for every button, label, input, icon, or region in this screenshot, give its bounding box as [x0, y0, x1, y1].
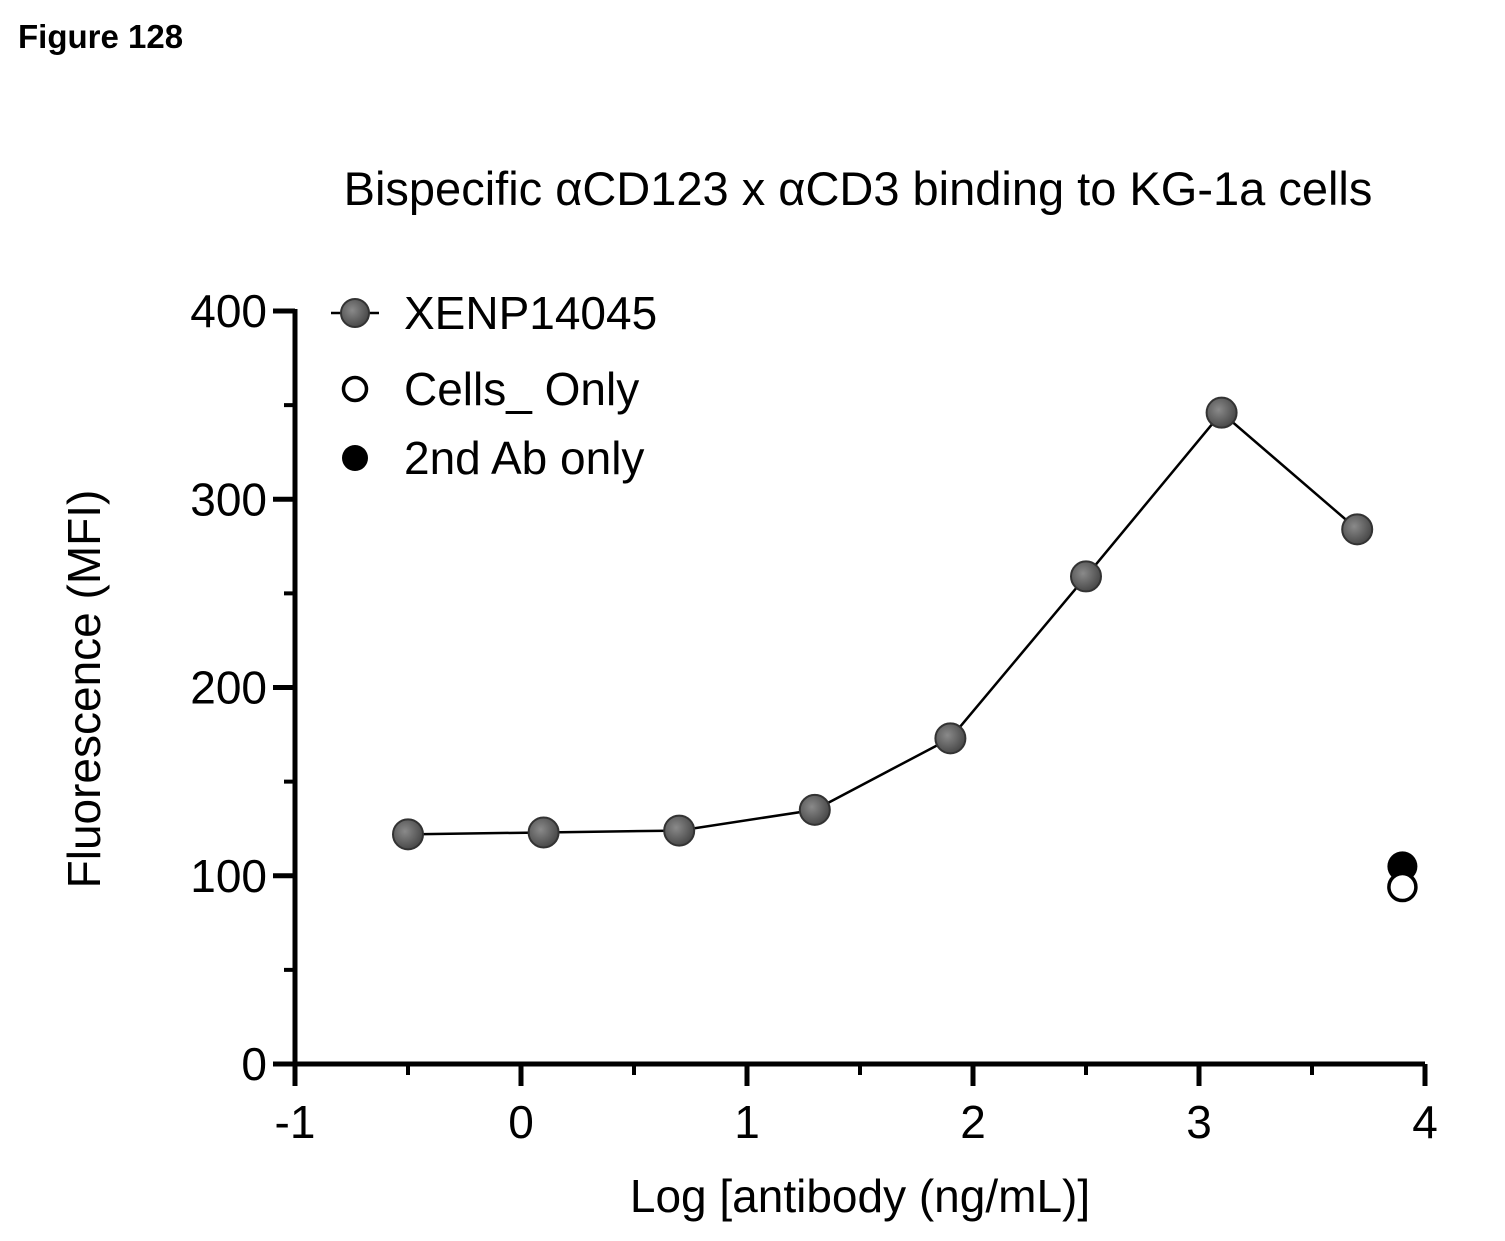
point-xenp14045: [393, 819, 423, 849]
y-axis-label: Fluorescence (MFI): [58, 490, 110, 889]
y-tick-label: 0: [241, 1038, 267, 1090]
y-tick-label: 400: [190, 285, 267, 337]
point-xenp14045: [529, 817, 559, 847]
point-cells-only: [1389, 874, 1416, 901]
x-tick-label: 3: [1186, 1096, 1212, 1148]
point-xenp14045: [664, 816, 694, 846]
point-xenp14045: [1342, 514, 1372, 544]
x-tick-label: 4: [1412, 1096, 1438, 1148]
legend-marker-2nd-ab-only: [342, 445, 368, 471]
x-tick-label: 1: [734, 1096, 760, 1148]
x-axis-label: Log [antibody (ng/mL)]: [630, 1170, 1090, 1222]
axes: 0100200300400-101234: [190, 285, 1438, 1148]
x-tick-label: 0: [508, 1096, 534, 1148]
x-tick-label: 2: [960, 1096, 986, 1148]
y-tick-label: 300: [190, 473, 267, 525]
y-tick-label: 100: [190, 850, 267, 902]
y-tick-label: 200: [190, 662, 267, 714]
point-xenp14045: [800, 795, 830, 825]
x-tick-label: -1: [275, 1096, 316, 1148]
point-xenp14045: [935, 723, 965, 753]
legend-label-cells-only: Cells_ Only: [404, 363, 639, 415]
legend-marker-xenp14045: [341, 299, 369, 327]
legend-marker-cells-only: [344, 378, 367, 401]
point-xenp14045: [1071, 561, 1101, 591]
legend-label-xenp14045: XENP14045: [404, 287, 657, 339]
legend: XENP14045 Cells_ Only 2nd Ab only: [331, 287, 657, 484]
point-xenp14045: [1207, 398, 1237, 428]
legend-label-2nd-ab-only: 2nd Ab only: [404, 432, 644, 484]
chart-title: Bispecific αCD123 x αCD3 binding to KG-1…: [344, 162, 1373, 215]
